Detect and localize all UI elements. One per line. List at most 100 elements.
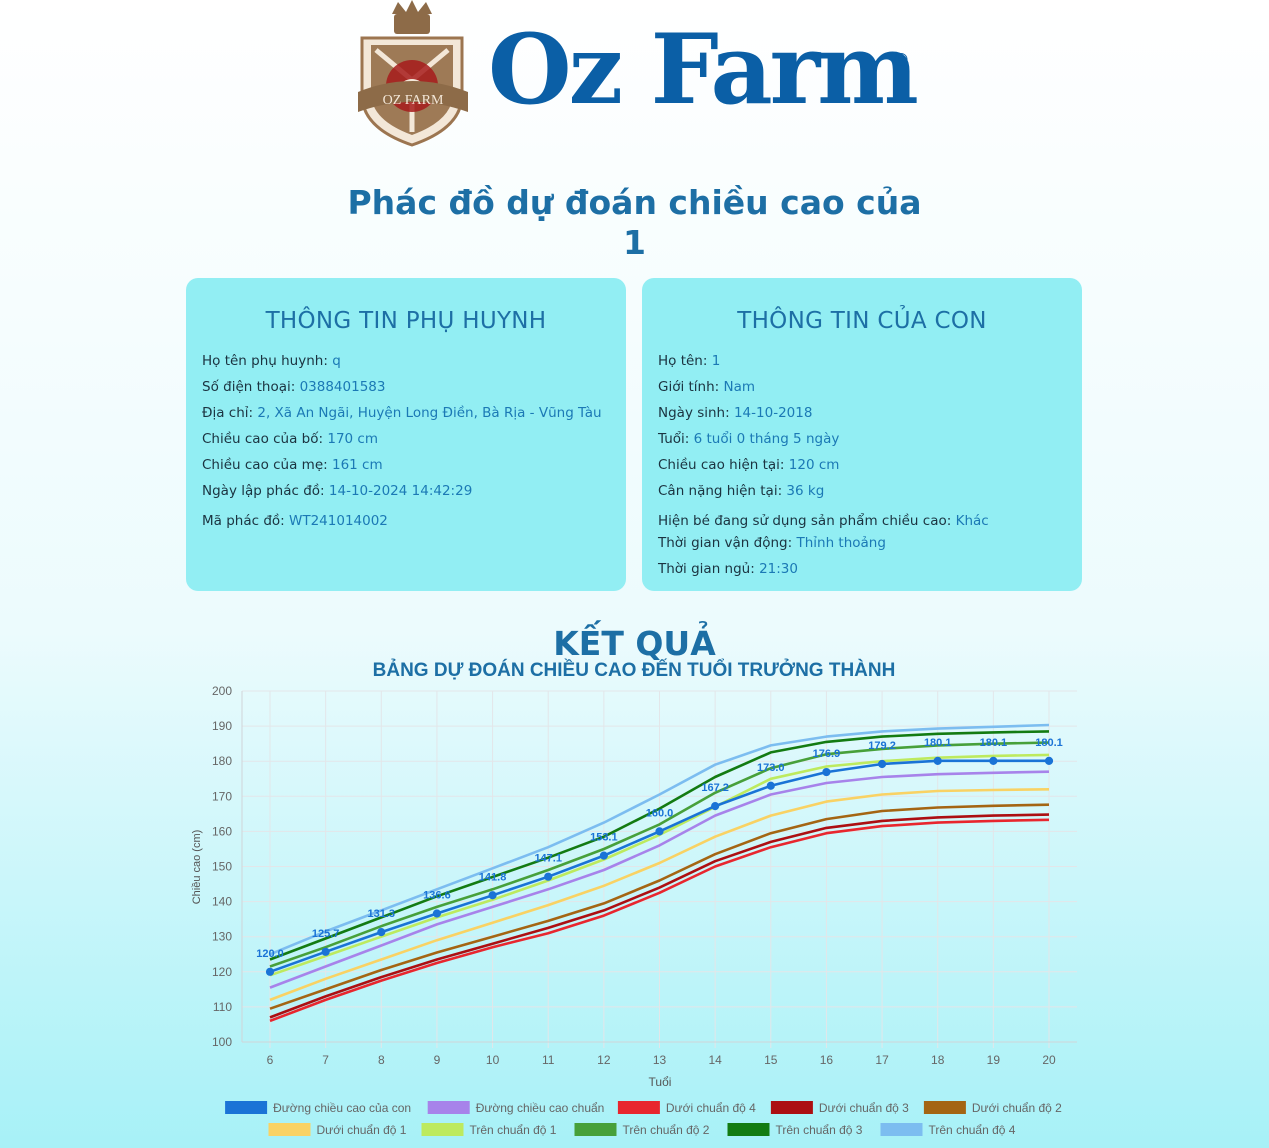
plan-code-row: Mã phác đồ: WT241014002 bbox=[202, 512, 610, 538]
x-tick-label: 12 bbox=[597, 1053, 611, 1067]
child-height-row: Chiều cao hiện tại: 120 cm bbox=[658, 456, 1066, 482]
x-tick-label: 17 bbox=[875, 1053, 889, 1067]
page-title: Phác đồ dự đoán chiều cao của 1 bbox=[0, 183, 1269, 263]
field-label: Số điện thoại: bbox=[202, 379, 296, 395]
x-tick-label: 18 bbox=[931, 1053, 945, 1067]
oz-farm-logo: OZ FARM Oz Farm ® bbox=[356, 0, 919, 150]
child-height-point[interactable] bbox=[544, 872, 553, 881]
child-height-point[interactable] bbox=[377, 928, 386, 937]
child-height-point[interactable] bbox=[488, 891, 497, 900]
chart-grid bbox=[241, 690, 1077, 1048]
legend-swatch[interactable] bbox=[427, 1101, 470, 1114]
child-birthdate-row: Ngày sinh: 14-10-2018 bbox=[658, 404, 1066, 430]
child-height-point[interactable] bbox=[599, 851, 608, 860]
child-height-point[interactable] bbox=[265, 967, 275, 976]
legend-swatch[interactable] bbox=[880, 1123, 923, 1136]
data-label: 147.1 bbox=[534, 853, 562, 865]
y-tick-label: 120 bbox=[212, 965, 232, 979]
data-label: 136.6 bbox=[423, 890, 451, 902]
parent-name-row: Họ tên phụ huynh: q bbox=[202, 352, 610, 378]
y-tick-label: 190 bbox=[212, 719, 232, 733]
field-label: Ngày sinh: bbox=[658, 405, 730, 421]
parent-info-card: THÔNG TIN PHỤ HUYNH Họ tên phụ huynh: q … bbox=[186, 278, 626, 591]
child-info-heading: THÔNG TIN CỦA CON bbox=[737, 308, 987, 334]
y-tick-label: 150 bbox=[212, 860, 232, 874]
child-height-point[interactable] bbox=[321, 947, 330, 956]
legend-label[interactable]: Dưới chuẩn độ 1 bbox=[317, 1123, 407, 1137]
legend-label[interactable]: Dưới chuẩn độ 2 bbox=[972, 1101, 1062, 1115]
page-title-line2: 1 bbox=[623, 223, 646, 262]
series-line-1 bbox=[269, 770, 1050, 989]
legend-swatch[interactable] bbox=[617, 1101, 660, 1114]
child-height-point[interactable] bbox=[655, 827, 664, 836]
child-height-point[interactable] bbox=[989, 756, 998, 765]
legend-swatch[interactable] bbox=[421, 1123, 464, 1136]
legend-label[interactable]: Trên chuẩn độ 1 bbox=[470, 1123, 557, 1137]
brand-name: Oz Farm bbox=[488, 13, 919, 126]
y-tick-label: 140 bbox=[212, 895, 232, 909]
chart-title: BẢNG DỰ ĐOÁN CHIỀU CAO ĐẾN TUỔI TRƯỞNG T… bbox=[373, 659, 896, 681]
legend-swatch[interactable] bbox=[923, 1101, 966, 1114]
field-label: Chiều cao của mẹ: bbox=[202, 457, 328, 473]
x-tick-label: 19 bbox=[987, 1053, 1001, 1067]
legend-label[interactable]: Dưới chuẩn độ 4 bbox=[666, 1101, 756, 1115]
page-title-line1: Phác đồ dự đoán chiều cao của bbox=[347, 183, 922, 222]
x-tick-label: 11 bbox=[542, 1053, 555, 1067]
legend-swatch[interactable] bbox=[727, 1123, 770, 1136]
legend-swatch[interactable] bbox=[268, 1123, 311, 1136]
x-tick-label: 9 bbox=[434, 1053, 441, 1067]
legend-label[interactable]: Trên chuẩn độ 3 bbox=[776, 1123, 863, 1137]
series-line-9 bbox=[269, 723, 1050, 956]
field-value: q bbox=[332, 353, 341, 369]
y-tick-label: 100 bbox=[212, 1035, 232, 1049]
legend-label[interactable]: Đường chiều cao của con bbox=[273, 1101, 411, 1115]
child-height-point[interactable] bbox=[432, 909, 442, 918]
chart-data-labels: 120.0 125.7 131.3 136.6 141.8 147.1 153.1 160.0… bbox=[256, 737, 1063, 960]
y-tick-label: 160 bbox=[212, 824, 232, 838]
y-axis-title: Chiều cao (cm) bbox=[191, 830, 203, 905]
child-height-point[interactable] bbox=[711, 802, 720, 811]
field-value: 0388401583 bbox=[299, 379, 386, 395]
child-height-point[interactable] bbox=[822, 767, 831, 777]
y-tick-label: 110 bbox=[213, 1000, 232, 1014]
result-title: KẾT QUẢ bbox=[553, 624, 716, 663]
y-tick-label: 130 bbox=[212, 930, 232, 944]
data-label: 131.3 bbox=[368, 908, 396, 920]
legend-label[interactable]: Đường chiều cao chuẩn bbox=[476, 1101, 605, 1115]
field-value: WT241014002 bbox=[289, 513, 388, 529]
legend-label[interactable]: Trên chuẩn độ 4 bbox=[929, 1123, 1016, 1137]
child-height-point[interactable] bbox=[766, 781, 775, 790]
field-label: Cân nặng hiện tại: bbox=[658, 483, 783, 499]
created-date-row: Ngày lập phác đồ: 14-10-2024 14:42:29 bbox=[202, 482, 610, 508]
child-gender-row: Giới tính: Nam bbox=[658, 378, 1066, 404]
field-label: Địa chỉ: bbox=[202, 405, 254, 421]
legend-swatch[interactable] bbox=[225, 1101, 268, 1114]
data-label: 160.0 bbox=[646, 807, 674, 819]
child-weight-row: Cân nặng hiện tại: 36 kg bbox=[658, 482, 1066, 508]
series-line-2 bbox=[269, 818, 1050, 1023]
field-value: 161 cm bbox=[331, 457, 383, 473]
child-height-point[interactable] bbox=[1044, 756, 1054, 765]
child-height-point[interactable] bbox=[877, 759, 887, 769]
legend-swatch[interactable] bbox=[770, 1101, 813, 1114]
field-value: 1 bbox=[711, 353, 721, 369]
x-tick-label: 20 bbox=[1042, 1053, 1056, 1067]
field-label: Ngày lập phác đồ: bbox=[202, 483, 325, 499]
field-value: 14-10-2018 bbox=[733, 405, 813, 421]
child-product-row: Hiện bé đang sử dụng sản phẩm chiều cao:… bbox=[658, 512, 1066, 534]
legend-label[interactable]: Trên chuẩn độ 2 bbox=[623, 1123, 710, 1137]
child-height-point[interactable] bbox=[933, 756, 942, 765]
field-label: Chiều cao hiện tại: bbox=[658, 457, 785, 473]
series-line-4 bbox=[269, 803, 1050, 1010]
field-value: 170 cm bbox=[327, 431, 378, 447]
chart-series bbox=[265, 723, 1054, 1023]
data-label: 179.2 bbox=[868, 740, 896, 752]
child-name-row: Họ tên: 1 bbox=[658, 352, 1066, 378]
chart-axes: 100 110 120 130 140 150 160 170 180 190 200 6 7 8 9 10 1… bbox=[212, 684, 1056, 1067]
legend-label[interactable]: Dưới chuẩn độ 3 bbox=[819, 1101, 909, 1115]
legend-swatch[interactable] bbox=[574, 1123, 617, 1136]
series-line-3 bbox=[269, 813, 1050, 1019]
data-label: 167.2 bbox=[701, 782, 729, 794]
child-info-card: THÔNG TIN CỦA CON Họ tên: 1 Giới tính: N… bbox=[642, 278, 1082, 591]
